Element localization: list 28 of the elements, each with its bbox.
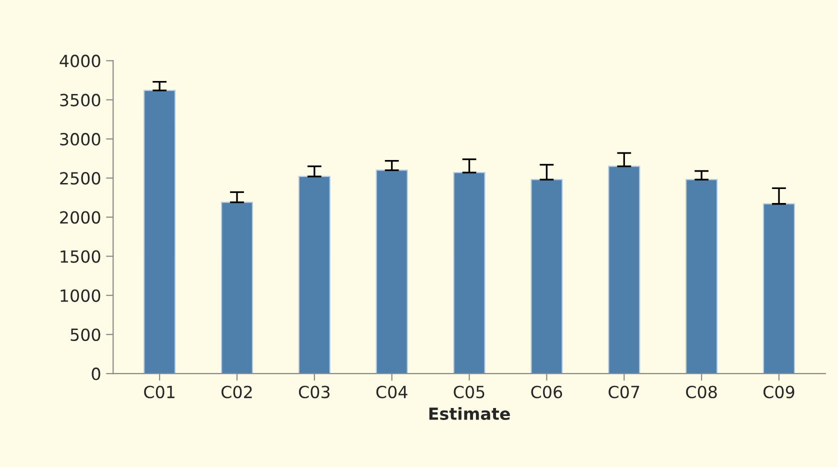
- bar: [298, 176, 330, 374]
- y-tick-label: 1500: [60, 250, 100, 263]
- y-tick-label: 3000: [60, 132, 100, 146]
- bar: [762, 203, 796, 374]
- x-axis-title: Estimate: [429, 407, 510, 420]
- x-tick-label: C05: [454, 386, 484, 398]
- bar: [530, 179, 563, 374]
- y-tick-label: 4000: [60, 54, 100, 68]
- bar: [453, 172, 486, 374]
- y-tick-label: 2000: [60, 211, 100, 224]
- y-tick-label: 3500: [60, 94, 100, 106]
- y-tick-label: 500: [70, 328, 100, 342]
- bar: [686, 179, 718, 374]
- x-tick-label: C01: [144, 386, 174, 398]
- y-tick-label: 0: [92, 368, 100, 380]
- bar: [376, 170, 408, 374]
- bar: [608, 166, 640, 374]
- bar: [144, 90, 176, 374]
- x-tick-label: C09: [763, 386, 794, 398]
- x-tick-label: C08: [686, 386, 717, 398]
- x-tick-label: C02: [222, 386, 252, 398]
- x-tick-label: C06: [531, 386, 562, 398]
- bar: [220, 202, 254, 374]
- x-tick-label: C03: [298, 386, 330, 398]
- y-tick-label: 2500: [60, 172, 100, 185]
- x-tick-label: C07: [608, 386, 640, 398]
- x-tick-label: C04: [376, 386, 408, 398]
- y-tick-label: 1000: [60, 289, 100, 302]
